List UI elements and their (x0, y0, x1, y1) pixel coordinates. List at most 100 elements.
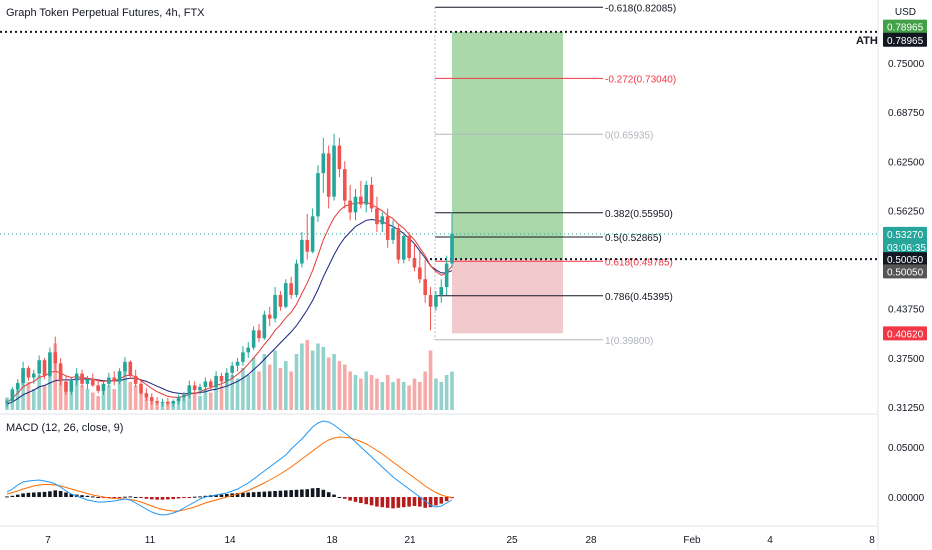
candle-body[interactable] (208, 381, 213, 387)
candle-body[interactable] (235, 361, 240, 366)
candle-body[interactable] (283, 283, 288, 307)
candle-body[interactable] (96, 385, 100, 391)
candle-body[interactable] (198, 386, 202, 391)
target-zone[interactable] (452, 31, 563, 260)
candle-body[interactable] (117, 371, 122, 382)
candle-body[interactable] (187, 385, 192, 395)
macd-histogram-bar (123, 496, 127, 498)
candle-body[interactable] (101, 383, 106, 391)
candle-body[interactable] (230, 365, 234, 373)
volume-bar (353, 375, 358, 410)
time-tick-label: 28 (585, 535, 597, 546)
candle-body[interactable] (251, 330, 256, 348)
candle-body[interactable] (219, 375, 224, 382)
candle-body[interactable] (439, 287, 444, 295)
candle-body[interactable] (171, 401, 176, 404)
candle-body[interactable] (401, 235, 406, 260)
candle-body[interactable] (133, 375, 138, 384)
candle-body[interactable] (310, 216, 315, 252)
candle-body[interactable] (407, 235, 411, 258)
candle-body[interactable] (74, 373, 79, 381)
candle-body[interactable] (321, 153, 326, 174)
volume-bar (418, 382, 422, 410)
candle-body[interactable] (26, 368, 31, 378)
candle-body[interactable] (85, 379, 90, 384)
candle-body[interactable] (37, 360, 41, 374)
candle-body[interactable] (64, 381, 68, 392)
candle-body[interactable] (418, 267, 422, 280)
candle-body[interactable] (144, 393, 149, 398)
volume-bar (107, 385, 111, 410)
volume-bar (69, 389, 74, 410)
candle-body[interactable] (149, 397, 154, 402)
candle-body[interactable] (32, 373, 36, 378)
volume-bar (64, 382, 68, 410)
candle-body[interactable] (326, 153, 331, 197)
candle-body[interactable] (412, 257, 417, 268)
candle-body[interactable] (15, 383, 20, 390)
candle-body[interactable] (316, 173, 320, 217)
candle-body[interactable] (246, 347, 251, 353)
candle-body[interactable] (337, 145, 342, 170)
candle-body[interactable] (128, 361, 133, 376)
candle-body[interactable] (332, 145, 336, 197)
candle-body[interactable] (214, 375, 218, 387)
candle-body[interactable] (155, 401, 159, 403)
candle-body[interactable] (69, 380, 74, 392)
candle-body[interactable] (257, 330, 261, 339)
candle-body[interactable] (348, 200, 352, 213)
candle-body[interactable] (273, 294, 277, 319)
macd-histogram-bar (5, 496, 9, 498)
candle-body[interactable] (444, 263, 449, 288)
macd-histogram-bar (401, 497, 406, 508)
candle-body[interactable] (241, 352, 245, 362)
volume-bar (401, 382, 406, 410)
candle-body[interactable] (305, 239, 310, 252)
candle-body[interactable] (192, 385, 197, 391)
candle-body[interactable] (139, 383, 143, 394)
candle-body[interactable] (294, 263, 299, 295)
candle-body[interactable] (53, 352, 58, 364)
candle-body[interactable] (112, 377, 117, 382)
candle-body[interactable] (396, 228, 401, 260)
candle-body[interactable] (160, 401, 165, 403)
candle-body[interactable] (42, 360, 47, 376)
candle-body[interactable] (80, 373, 84, 384)
currency-label[interactable]: USD (894, 7, 916, 18)
candle-body[interactable] (359, 196, 363, 205)
candle-body[interactable] (300, 239, 304, 264)
candle-body[interactable] (182, 394, 186, 398)
candle-body[interactable] (385, 216, 390, 240)
candle-body[interactable] (278, 294, 283, 307)
candle-body[interactable] (166, 401, 170, 404)
candle-body[interactable] (423, 279, 427, 295)
candle-body[interactable] (21, 368, 25, 384)
volume-bar (380, 382, 385, 410)
candle-body[interactable] (90, 379, 95, 386)
candle-body[interactable] (48, 352, 52, 376)
candle-body[interactable] (428, 294, 433, 307)
candle-body[interactable] (450, 233, 454, 264)
candle-body[interactable] (10, 389, 15, 402)
candle-body[interactable] (267, 314, 272, 319)
candle-body[interactable] (434, 294, 438, 307)
candle-body[interactable] (380, 216, 385, 225)
candle-body[interactable] (203, 381, 208, 387)
candle-body[interactable] (342, 169, 347, 201)
candle-body[interactable] (5, 401, 9, 403)
candle-body[interactable] (176, 397, 181, 402)
macd-histogram-bar (305, 489, 310, 497)
candle-body[interactable] (58, 363, 63, 382)
candle-body[interactable] (391, 228, 395, 240)
candle-body[interactable] (364, 184, 369, 205)
candle-body[interactable] (225, 372, 229, 382)
candle-body[interactable] (353, 196, 358, 213)
candle-body[interactable] (375, 208, 379, 225)
candle-body[interactable] (123, 361, 127, 372)
candle-body[interactable] (289, 283, 293, 295)
macd-histogram-bar (418, 497, 422, 507)
candle-body[interactable] (369, 184, 374, 209)
candle-body[interactable] (107, 377, 111, 384)
candle-body[interactable] (262, 314, 267, 339)
